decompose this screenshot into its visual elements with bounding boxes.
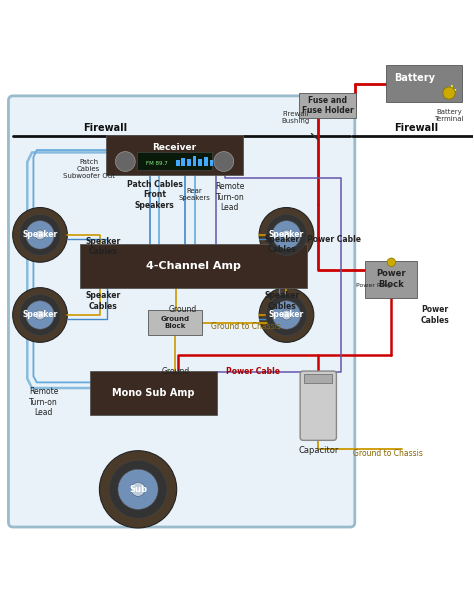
Circle shape: [259, 288, 314, 342]
Circle shape: [109, 460, 167, 518]
Text: Firewall: Firewall: [394, 123, 438, 133]
Text: Ground to Chassis: Ground to Chassis: [211, 322, 282, 331]
Circle shape: [387, 258, 396, 266]
Text: Remote
Turn-on
Lead: Remote Turn-on Lead: [215, 182, 245, 212]
Text: Patch Cables
Front
Speakers: Patch Cables Front Speakers: [127, 180, 182, 210]
FancyBboxPatch shape: [9, 96, 355, 527]
Circle shape: [272, 301, 301, 329]
Text: Power Cable: Power Cable: [227, 367, 281, 376]
Text: +: +: [446, 84, 457, 97]
FancyBboxPatch shape: [299, 93, 356, 118]
FancyBboxPatch shape: [137, 152, 212, 170]
Circle shape: [443, 87, 455, 99]
Circle shape: [131, 482, 145, 496]
Text: Ground
Block: Ground Block: [161, 316, 190, 329]
Text: Receiver: Receiver: [153, 143, 197, 152]
Text: Fuse and
Fuse Holder: Fuse and Fuse Holder: [302, 96, 354, 115]
Text: Power Cable: Power Cable: [307, 235, 361, 244]
FancyBboxPatch shape: [210, 160, 213, 166]
Circle shape: [35, 230, 45, 240]
Text: Rear
Speakers: Rear Speakers: [179, 188, 210, 201]
FancyBboxPatch shape: [187, 159, 191, 166]
Circle shape: [118, 469, 158, 509]
Text: Mono Sub Amp: Mono Sub Amp: [112, 388, 195, 398]
Text: Ground to Chassis: Ground to Chassis: [353, 448, 423, 457]
Circle shape: [282, 310, 292, 320]
Text: Speaker: Speaker: [22, 310, 58, 319]
Circle shape: [272, 221, 301, 249]
Text: Firewall
Bushing: Firewall Bushing: [282, 111, 310, 124]
Text: Speaker: Speaker: [22, 230, 58, 239]
FancyBboxPatch shape: [148, 310, 202, 336]
FancyBboxPatch shape: [90, 371, 217, 416]
Circle shape: [116, 152, 135, 171]
Text: Speaker
Cables: Speaker Cables: [85, 237, 120, 256]
Circle shape: [266, 294, 307, 336]
FancyBboxPatch shape: [182, 158, 185, 166]
FancyBboxPatch shape: [386, 65, 462, 102]
Text: Speaker
Cables: Speaker Cables: [264, 235, 300, 254]
FancyBboxPatch shape: [80, 244, 307, 288]
Text: Battery: Battery: [394, 72, 436, 82]
Circle shape: [100, 451, 177, 528]
Circle shape: [13, 208, 67, 262]
Text: Speaker: Speaker: [269, 310, 304, 319]
Circle shape: [214, 152, 234, 171]
Text: Ground: Ground: [168, 305, 197, 314]
FancyBboxPatch shape: [193, 156, 197, 166]
Text: 4-Channel Amp: 4-Channel Amp: [146, 261, 241, 271]
Text: Speaker
Cables: Speaker Cables: [264, 291, 300, 310]
Text: Battery
Terminal: Battery Terminal: [434, 109, 464, 122]
Text: Firewall: Firewall: [83, 123, 127, 133]
Text: Power
Block: Power Block: [376, 269, 406, 289]
Circle shape: [26, 301, 54, 329]
Text: Sub: Sub: [129, 485, 147, 494]
Text: Ground: Ground: [161, 367, 190, 376]
Circle shape: [19, 214, 61, 256]
Circle shape: [26, 221, 54, 249]
Circle shape: [13, 288, 67, 342]
Text: Speaker
Cables: Speaker Cables: [85, 291, 120, 310]
FancyBboxPatch shape: [176, 161, 180, 166]
FancyBboxPatch shape: [106, 136, 243, 175]
FancyBboxPatch shape: [300, 371, 337, 441]
Circle shape: [282, 230, 292, 240]
Text: FM 89.7: FM 89.7: [146, 161, 168, 166]
Circle shape: [259, 208, 314, 262]
FancyBboxPatch shape: [304, 374, 332, 383]
FancyBboxPatch shape: [204, 156, 208, 166]
Circle shape: [35, 310, 45, 320]
Circle shape: [266, 214, 307, 256]
FancyBboxPatch shape: [365, 261, 418, 297]
Text: Power Ring: Power Ring: [356, 284, 391, 288]
Circle shape: [19, 294, 61, 336]
Text: Speaker: Speaker: [269, 230, 304, 239]
FancyBboxPatch shape: [198, 159, 202, 166]
Text: Power
Cables: Power Cables: [421, 305, 449, 325]
Text: Patch
Cables
Subwoofer Out: Patch Cables Subwoofer Out: [63, 159, 115, 179]
Text: Capacitor: Capacitor: [298, 446, 338, 455]
Text: Remote
Turn-on
Lead: Remote Turn-on Lead: [29, 387, 58, 417]
